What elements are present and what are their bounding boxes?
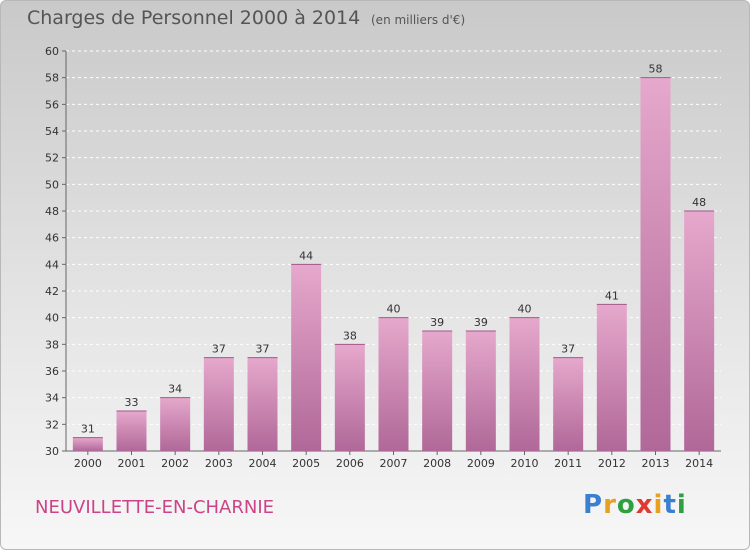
y-tick-label: 46	[45, 232, 59, 245]
bars	[72, 77, 715, 452]
data-labels: 31 33 34 37 37 44 38 40 39 39 40 37 41 58 48	[81, 63, 706, 436]
chart-subtitle: (en milliers d'€)	[371, 13, 466, 27]
y-tick-label: 32	[45, 418, 59, 431]
x-tick-label-2006: 2006	[336, 457, 364, 470]
bar-2001[interactable]	[116, 411, 147, 451]
data-label-2012: 41	[605, 289, 619, 302]
data-label-2004: 37	[256, 343, 270, 356]
x-tick-label-2000: 2000	[74, 457, 102, 470]
x-tick-label-2013: 2013	[642, 457, 670, 470]
y-tick-label: 34	[45, 392, 59, 405]
y-tick-label: 60	[45, 45, 59, 58]
bar-2010[interactable]	[509, 317, 540, 451]
bar-2009[interactable]	[465, 331, 496, 451]
data-label-2007: 40	[387, 303, 401, 316]
x-tick-label-2014: 2014	[685, 457, 713, 470]
bar-2000[interactable]	[72, 437, 103, 451]
x-tick-label-2003: 2003	[205, 457, 233, 470]
y-tick-label: 30	[45, 445, 59, 458]
y-tick-label: 52	[45, 152, 59, 165]
y-tick-label: 40	[45, 312, 59, 325]
data-label-2010: 40	[518, 303, 532, 316]
bar-2007[interactable]	[378, 317, 409, 451]
x-tick-label-2001: 2001	[118, 457, 146, 470]
bar-2011[interactable]	[553, 357, 584, 451]
data-label-2002: 34	[168, 383, 182, 396]
bar-2004[interactable]	[247, 357, 278, 451]
bar-2005[interactable]	[291, 264, 322, 451]
data-label-2000: 31	[81, 423, 95, 436]
y-tick-label: 56	[45, 98, 59, 111]
x-tick-label-2012: 2012	[598, 457, 626, 470]
x-tick-label-2009: 2009	[467, 457, 495, 470]
data-label-2006: 38	[343, 329, 357, 342]
x-tick-label-2004: 2004	[249, 457, 277, 470]
data-label-2013: 58	[649, 63, 663, 76]
bar-2014[interactable]	[684, 211, 715, 451]
x-tick-label-2005: 2005	[292, 457, 320, 470]
bar-2012[interactable]	[596, 304, 627, 451]
y-tick-label: 42	[45, 285, 59, 298]
data-label-2005: 44	[299, 249, 313, 262]
commune-name: NEUVILLETTE-EN-CHARNIE	[35, 497, 275, 518]
data-label-2008: 39	[430, 316, 444, 329]
bar-2006[interactable]	[334, 344, 365, 451]
x-tick-label-2011: 2011	[554, 457, 582, 470]
data-label-2011: 37	[561, 343, 575, 356]
x-tick-label-2007: 2007	[380, 457, 408, 470]
y-tick-label: 48	[45, 205, 59, 218]
data-label-2009: 39	[474, 316, 488, 329]
proxiti-logo[interactable]: Proxiti	[583, 490, 687, 520]
y-tick-label: 58	[45, 72, 59, 85]
x-tick-label-2002: 2002	[161, 457, 189, 470]
x-tick-label-2010: 2010	[511, 457, 539, 470]
chart-title: Charges de Personnel 2000 à 2014	[27, 7, 361, 29]
data-label-2014: 48	[692, 196, 706, 209]
y-tick-labels: 30 32 34 36 38 40 42 44 46 48 50 52 54 56 58 60	[45, 45, 66, 458]
bar-2013[interactable]	[640, 77, 671, 452]
x-tick-label-2008: 2008	[423, 457, 451, 470]
y-tick-label: 36	[45, 365, 59, 378]
y-tick-label: 44	[45, 258, 59, 271]
bar-2008[interactable]	[422, 331, 453, 451]
y-tick-label: 38	[45, 338, 59, 351]
data-label-2001: 33	[125, 396, 139, 409]
bar-2003[interactable]	[203, 357, 234, 451]
y-tick-label: 54	[45, 125, 59, 138]
bar-2002[interactable]	[160, 397, 191, 451]
y-tick-label: 50	[45, 178, 59, 191]
data-label-2003: 37	[212, 343, 226, 356]
x-tick-labels: 2000 2001 2002 2003 2004 2005 2006 2007 2008 2009…	[74, 451, 713, 470]
